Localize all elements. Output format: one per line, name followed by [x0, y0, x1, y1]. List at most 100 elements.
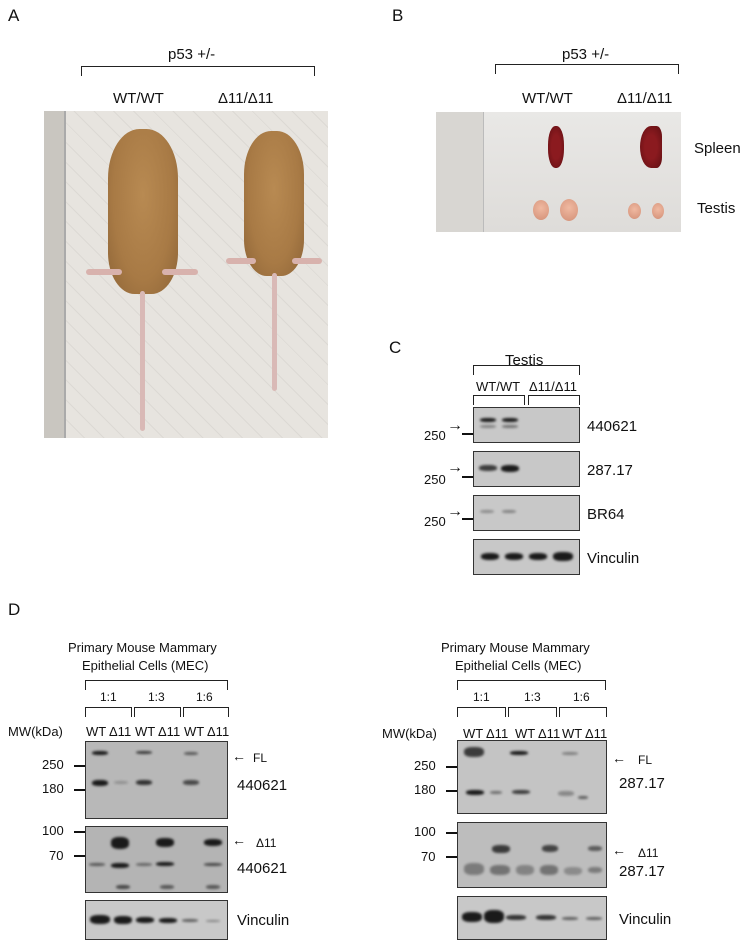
mouse-wt-tail [140, 291, 145, 431]
mw-label: 250 [424, 472, 446, 487]
mw-label: 250 [414, 758, 436, 773]
spleen-wt [548, 126, 564, 168]
mouse-photo [44, 111, 328, 438]
mw-header: MW(kDa) [8, 724, 63, 739]
arrow-icon: → [447, 417, 463, 434]
panel-c-group-wt: WT/WT [476, 379, 521, 394]
arrow-left-icon: ← [612, 842, 626, 858]
lane-label: Δ11 [207, 724, 230, 739]
testis-d11-2 [652, 203, 664, 219]
blot-c-br64 [473, 495, 580, 531]
panel-b-group-bracket [495, 64, 679, 74]
antibody-label: 440621 [237, 860, 288, 877]
lane-label: Δ11 [538, 726, 561, 741]
blot-d-right-287-17-d11 [457, 822, 607, 888]
panel-c-wt-bracket [473, 395, 525, 405]
d-right-ratio-bracket [508, 707, 557, 717]
organ-photo [436, 112, 681, 232]
panel-c-tissue-bracket [473, 365, 580, 375]
mw-label: 250 [424, 514, 446, 529]
blot-c-vinculin [473, 539, 580, 575]
antibody-label: Vinculin [237, 912, 290, 929]
mouse-wt-foot-left [86, 269, 122, 275]
panel-c-letter: C [389, 338, 402, 357]
mouse-wt-foot-right [162, 269, 198, 275]
lane-label: WT [463, 726, 484, 741]
blot-d-left-vinculin [85, 900, 228, 940]
testis-wt-2 [560, 199, 578, 221]
lane-label: WT [184, 724, 205, 739]
panel-b-col-d11: Δ11/Δ11 [617, 90, 673, 107]
blot-d-right-vinculin [457, 896, 607, 940]
d-right-ratio: 1:1 [473, 690, 490, 704]
panel-c-group-d11: Δ11/Δ11 [529, 379, 577, 394]
mouse-wt [108, 129, 178, 294]
panel-a-group-label: p53 +/- [168, 46, 216, 63]
mw-label: 180 [42, 781, 64, 796]
mw-label: 100 [42, 823, 64, 838]
panel-c-tissue-label: Testis [505, 352, 544, 369]
d11-label: Δ11 [638, 846, 659, 860]
arrow-icon: → [447, 503, 463, 520]
mouse-d11 [244, 131, 304, 276]
arrow-left-icon: ← [612, 750, 626, 766]
arrow-icon: → [447, 459, 463, 476]
d-left-ratio-bracket [134, 707, 181, 717]
d-left-title-2: Epithelial Cells (MEC) [82, 658, 209, 673]
antibody-label: 287.17 [587, 462, 633, 479]
d-left-title-1: Primary Mouse Mammary [68, 640, 217, 655]
mw-label: 250 [424, 428, 446, 443]
mw-label: 180 [414, 782, 436, 797]
row-label-testis: Testis [697, 200, 736, 217]
lane-label: WT [562, 726, 583, 741]
mouse-d11-foot-right [292, 258, 322, 264]
antibody-label: 287.17 [619, 775, 665, 792]
panel-b-group-label: p53 +/- [562, 46, 610, 63]
d11-label: Δ11 [256, 836, 277, 850]
d-right-ratio: 1:3 [524, 690, 541, 704]
blot-c-287-17 [473, 451, 580, 487]
panel-a-col-d11: Δ11/Δ11 [218, 90, 274, 107]
lane-label: Δ11 [158, 724, 181, 739]
mw-tick [462, 476, 473, 478]
mouse-d11-foot-left [226, 258, 256, 264]
panel-a-col-wt: WT/WT [113, 90, 164, 107]
mw-header: MW(kDa) [382, 726, 437, 741]
panel-b-col-wt: WT/WT [522, 90, 573, 107]
spleen-d11 [640, 126, 662, 168]
d-right-main-bracket [457, 680, 606, 690]
arrow-left-icon: ← [232, 832, 246, 848]
mw-label: 70 [49, 848, 64, 863]
blot-d-left-440621-d11 [85, 826, 228, 893]
d-right-title-2: Epithelial Cells (MEC) [455, 658, 582, 673]
testis-d11-1 [628, 203, 641, 219]
blot-d-right-287-17-fl [457, 740, 607, 814]
blot-d-left-440621-fl [85, 741, 228, 819]
antibody-label: Vinculin [587, 550, 640, 567]
mouse-d11-tail [272, 273, 277, 391]
mw-label: 100 [414, 824, 436, 839]
mw-tick [462, 433, 473, 435]
d-left-ratio-bracket [85, 707, 132, 717]
lane-label: Δ11 [486, 726, 509, 741]
lane-label: WT [135, 724, 156, 739]
antibody-label: BR64 [587, 506, 625, 523]
d-left-ratio: 1:1 [100, 690, 117, 704]
arrow-left-icon: ← [232, 748, 246, 764]
lane-label: Δ11 [585, 726, 608, 741]
blot-c-440621 [473, 407, 580, 443]
panel-a-group-bracket [81, 66, 315, 76]
d-right-ratio: 1:6 [573, 690, 590, 704]
d-left-ratio: 1:3 [148, 690, 165, 704]
antibody-label: 440621 [587, 418, 638, 435]
lane-label: WT [515, 726, 536, 741]
panel-a-letter: A [8, 6, 20, 25]
mw-tick [462, 518, 473, 520]
d-left-ratio-bracket [183, 707, 229, 717]
lane-label: WT [86, 724, 107, 739]
ruler [44, 111, 66, 438]
fl-label: FL [638, 753, 653, 767]
mw-label: 250 [42, 757, 64, 772]
fl-label: FL [253, 751, 268, 765]
d-right-title-1: Primary Mouse Mammary [441, 640, 590, 655]
